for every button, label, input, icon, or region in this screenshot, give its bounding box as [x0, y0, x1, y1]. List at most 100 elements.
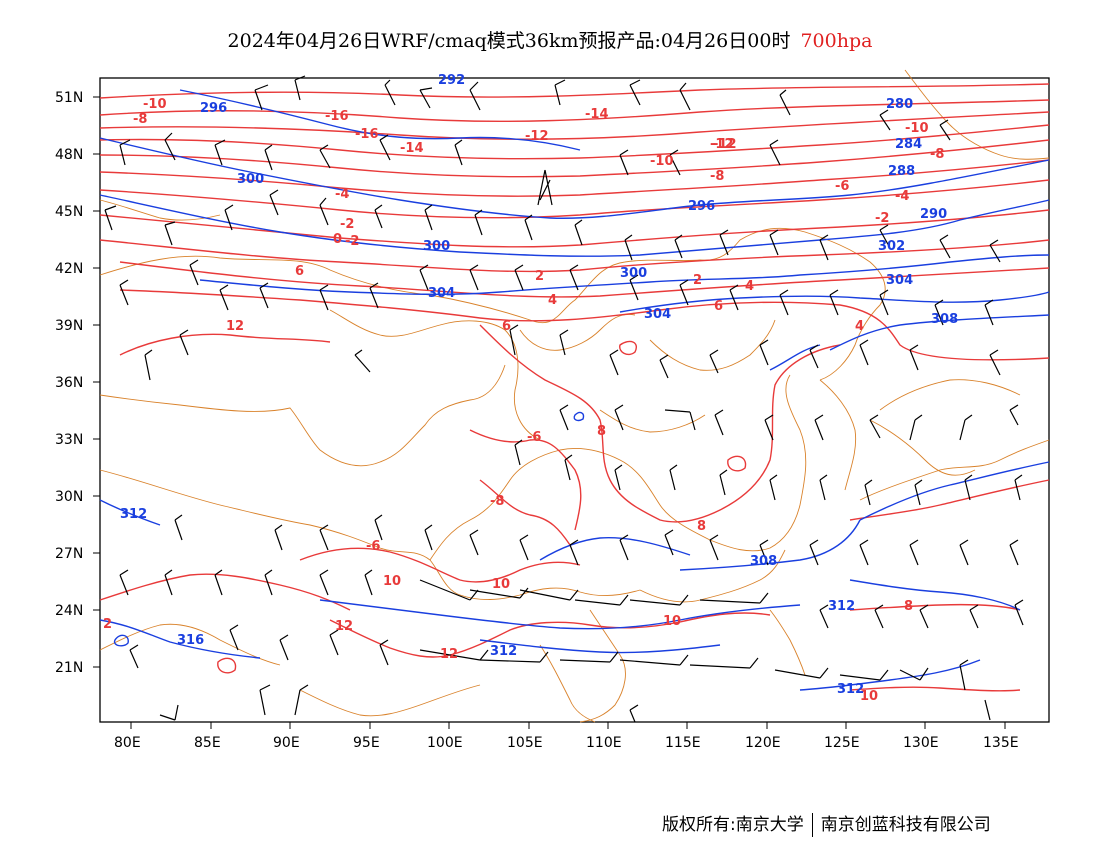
- height-label: 312: [837, 682, 864, 697]
- temp-label: -8: [930, 147, 944, 162]
- company-name: 南京创蓝科技有限公司: [820, 815, 991, 835]
- height-label: 292: [438, 73, 465, 88]
- longitude-axis: 80E 85E 90E 95E 100E 105E 110E 115E 120E…: [114, 735, 1019, 751]
- lon-tick-label: 100E: [427, 735, 463, 751]
- temp-label: -12: [525, 129, 549, 144]
- lon-tick-label: 85E: [194, 735, 221, 751]
- temp-label: 10: [860, 689, 878, 704]
- lon-tick-label: 130E: [903, 735, 939, 751]
- height-label: 308: [750, 554, 777, 569]
- lat-tick-label: 24N: [55, 603, 83, 619]
- temp-label: -6: [527, 430, 541, 445]
- temp-label: -12: [710, 137, 734, 152]
- temp-label: -10: [143, 97, 167, 112]
- temp-label: -8: [133, 112, 147, 127]
- lon-tick-label: 115E: [665, 735, 701, 751]
- temp-label: 6: [295, 264, 304, 279]
- temp-label: 12: [226, 319, 244, 334]
- temp-label: 2: [103, 617, 112, 632]
- temp-label: 4: [855, 319, 864, 334]
- temp-label: -10: [650, 154, 674, 169]
- lon-tick-label: 110E: [586, 735, 622, 751]
- lon-tick-label: 125E: [824, 735, 860, 751]
- height-label: 304: [644, 307, 671, 322]
- temp-label: 12: [335, 619, 353, 634]
- temp-label: 4: [548, 293, 557, 308]
- height-labels: 292 296 280 284 288 300 296 290 300 300 …: [120, 73, 958, 697]
- temp-label: 8: [904, 599, 913, 614]
- temp-label: 6: [502, 319, 511, 334]
- lon-tick-label: 105E: [507, 735, 543, 751]
- lon-tick-label: 80E: [114, 735, 141, 751]
- temp-label: 10: [492, 577, 510, 592]
- temp-label: 2: [535, 269, 544, 284]
- temp-label: 10: [663, 614, 681, 629]
- lat-tick-label: 21N: [55, 660, 83, 676]
- plot-frame: [99, 77, 1050, 723]
- temp-label: 2: [693, 273, 702, 288]
- height-label: 300: [423, 239, 450, 254]
- height-label: 304: [886, 273, 913, 288]
- temp-label: -2: [340, 217, 354, 232]
- temp-label: -8: [710, 169, 724, 184]
- height-label: 296: [200, 101, 227, 116]
- latitude-axis: 51N 48N 45N 42N 39N 36N 33N 30N 27N 24N …: [55, 90, 83, 676]
- height-label: 280: [886, 97, 913, 112]
- temp-label: -6: [835, 179, 849, 194]
- temperature-contours: [99, 83, 1050, 692]
- title-main: 2024年04月26日WRF/cmaq模式36km预报产品:04月26日00时: [227, 30, 791, 52]
- temp-label: 0: [333, 232, 342, 247]
- country-borders: [99, 69, 1050, 723]
- copyright-text: 版权所有:南京大学: [662, 815, 804, 835]
- lat-tick-label: 39N: [55, 318, 83, 334]
- temperature-labels: -10 -8 -16 -16 -14 -12 -14 -12 -10 -10 -…: [103, 97, 944, 704]
- lat-tick-label: 51N: [55, 90, 83, 106]
- longitude-ticks: [130, 722, 1006, 729]
- latitude-ticks: [93, 96, 100, 668]
- lat-tick-label: 42N: [55, 261, 83, 277]
- lat-tick-label: 45N: [55, 204, 83, 220]
- height-label: 316: [177, 633, 204, 648]
- temp-label: 6: [714, 299, 723, 314]
- title-pressure-level: 700hpa: [800, 30, 873, 52]
- lat-tick-label: 30N: [55, 489, 83, 505]
- temp-label: -12: [713, 137, 737, 152]
- temp-label: -14: [585, 107, 609, 122]
- height-label: 284: [895, 137, 922, 152]
- height-contours: [99, 89, 1050, 691]
- height-label: 312: [490, 644, 517, 659]
- height-label: 300: [620, 266, 647, 281]
- map-title: 2024年04月26日WRF/cmaq模式36km预报产品:04月26日00时 7…: [0, 26, 1100, 53]
- temp-label: 8: [697, 519, 706, 534]
- height-label: 304: [428, 286, 455, 301]
- footer-credits: 版权所有:南京大学 南京创蓝科技有限公司: [662, 810, 991, 837]
- temp-label: 12: [440, 647, 458, 662]
- height-label: 312: [828, 599, 855, 614]
- height-label: 308: [931, 312, 958, 327]
- lon-tick-label: 90E: [273, 735, 300, 751]
- lat-tick-label: 27N: [55, 546, 83, 562]
- lat-tick-label: 33N: [55, 432, 83, 448]
- height-label: 288: [888, 164, 915, 179]
- temp-label: 8: [597, 424, 606, 439]
- lat-tick-label: 36N: [55, 375, 83, 391]
- temp-label: 10: [383, 574, 401, 589]
- lat-tick-label: 48N: [55, 147, 83, 163]
- wind-barbs: [104, 75, 1024, 723]
- temp-label: -14: [400, 141, 424, 156]
- temp-label: -16: [325, 109, 349, 124]
- lon-tick-label: 95E: [353, 735, 380, 751]
- temp-label: -2: [875, 211, 889, 226]
- lon-tick-label: 135E: [983, 735, 1019, 751]
- height-label: 302: [878, 239, 905, 254]
- temp-label: -6: [366, 539, 380, 554]
- temp-label: -8: [490, 494, 504, 509]
- temp-label: -16: [355, 127, 379, 142]
- height-label: 300: [237, 172, 264, 187]
- height-label: 312: [120, 507, 147, 522]
- temp-label: 4: [745, 279, 754, 294]
- lon-tick-label: 120E: [745, 735, 781, 751]
- temp-label: -2: [345, 234, 359, 249]
- temp-label: -10: [905, 121, 929, 136]
